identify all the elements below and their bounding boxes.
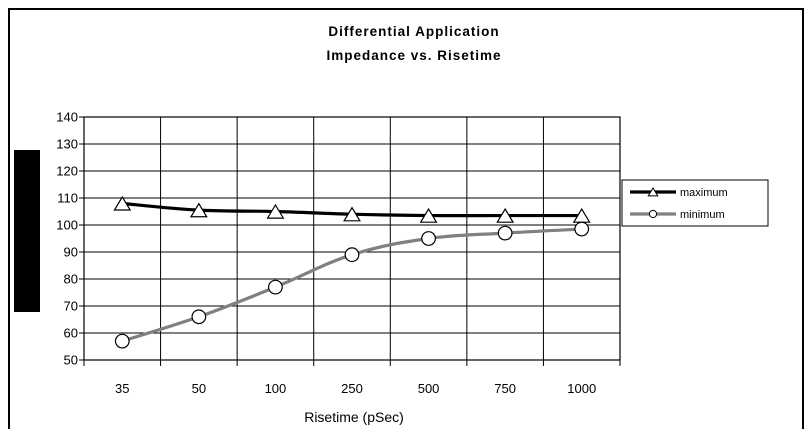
y-tick-label: 90 (64, 245, 78, 260)
x-tick-label: 35 (115, 381, 129, 396)
series-maximum (113, 195, 591, 223)
series-line-minimum (121, 227, 582, 343)
y-tick-label: 60 (64, 326, 78, 341)
point-minimum (114, 333, 130, 349)
series-layer (113, 195, 591, 349)
point-minimum (574, 221, 590, 237)
point-maximum (496, 207, 515, 223)
x-tick-label: 100 (265, 381, 287, 396)
x-tick-label: 50 (192, 381, 206, 396)
y-tick-label: 80 (64, 272, 78, 287)
legend-label-minimum: minimum (680, 209, 725, 221)
y-tick-label: 100 (56, 218, 78, 233)
y-tick-label: 120 (56, 164, 78, 179)
legend: maximum minimum (621, 179, 769, 227)
point-minimum (421, 231, 436, 246)
y-tick-label: 140 (56, 110, 78, 125)
point-minimum (344, 247, 360, 263)
chart-frame (8, 8, 804, 429)
legend-marker-minimum (648, 209, 658, 219)
legend-label-maximum: maximum (680, 187, 728, 199)
point-minimum (191, 309, 207, 325)
y-tick-label: 130 (56, 137, 78, 152)
point-maximum (343, 206, 361, 222)
chart-title-line-1: Differential Application (328, 24, 499, 39)
y-axis-label-box (14, 150, 40, 312)
series-minimum (114, 221, 590, 349)
point-maximum (419, 207, 438, 223)
y-tick-label: 70 (64, 299, 78, 314)
point-minimum (497, 225, 513, 241)
gridlines (83, 116, 621, 361)
x-tick-label: 750 (494, 381, 516, 396)
x-tick-label: 1000 (567, 381, 596, 396)
legend-box (621, 179, 769, 227)
chart-title: Differential Application Impedance vs. R… (326, 24, 501, 63)
x-axis-title: Risetime (pSec) (304, 409, 404, 425)
x-axis: 35 50 100 250 500 750 1000 (83, 360, 621, 396)
point-minimum (268, 279, 283, 295)
legend-marker-maximum (647, 187, 659, 197)
point-maximum (113, 195, 132, 211)
plot-area (83, 116, 621, 361)
point-maximum (266, 203, 285, 219)
point-maximum (189, 202, 208, 218)
chart-title-line-2: Impedance vs. Risetime (326, 48, 501, 63)
y-axis: 50 60 70 80 90 100 110 120 130 140 (56, 110, 84, 368)
y-tick-label: 50 (64, 353, 78, 368)
x-tick-label: 250 (341, 381, 363, 396)
x-tick-label: 500 (418, 381, 440, 396)
y-tick-label: 110 (57, 191, 78, 206)
